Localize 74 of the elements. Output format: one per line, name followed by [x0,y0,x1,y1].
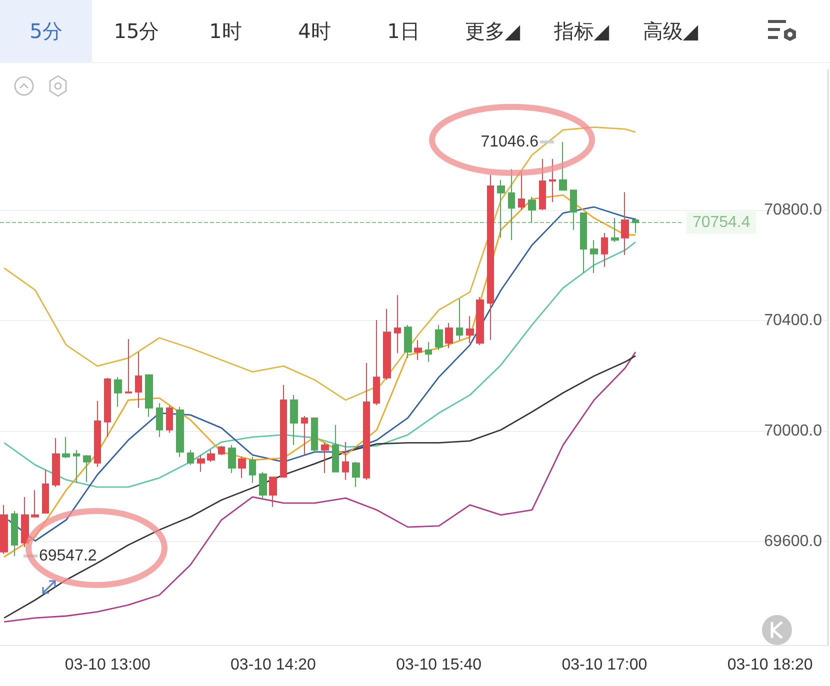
annotation: 71046.6 [480,133,539,150]
x-tick-label: 03-10 17:00 [562,656,648,674]
candlestick [218,445,225,456]
text: 5分 [0,0,92,62]
candlestick [373,319,380,406]
candlestick [42,469,49,514]
candlestick [352,461,360,488]
candlestick [290,394,298,446]
x-tick-label: 03-10 15:40 [396,656,482,674]
x-tick-label: 03-10 14:20 [230,656,316,674]
y-tick-label: 70400.0 [764,312,822,329]
candlestick [466,316,474,344]
candlestick [238,456,246,478]
candlestick [125,338,132,394]
candlestick [0,504,8,554]
candlestick [549,158,556,203]
x-tick-label: 03-10 18:20 [727,656,813,674]
candlestick [94,400,101,468]
candlestick [135,351,142,409]
candlestick [207,450,215,462]
candlestick [404,324,412,359]
candlestick [383,308,391,380]
candlestick [73,450,80,484]
text: 指标◢ [552,18,610,44]
ref-line-label: 70754.4 [692,214,750,232]
candlestick [52,437,60,488]
candlestick [259,471,267,501]
x-tick-label: 03-10 13:00 [64,656,150,674]
candlestick [187,450,194,466]
candlestick [21,496,29,548]
candlestick [145,374,153,418]
text: 更多◢ [464,18,522,44]
candlestick [301,416,308,456]
text: 1日 [386,18,421,44]
candlestick [435,324,443,351]
candlestick [487,174,494,341]
candlestick [104,377,111,438]
text: 15分 [112,18,160,44]
text: 高级◢ [642,18,700,44]
candlestick [156,402,163,438]
annotation: 69547.2 [38,548,97,565]
text: 1时 [208,18,243,44]
candlestick [249,456,256,484]
candlestick [31,490,39,518]
candlestick [11,510,18,557]
y-tick-label: 69600.0 [764,532,822,550]
candlestick [601,232,608,268]
candlestick [197,454,205,472]
candlestick [445,322,453,349]
y-tick-label: 70000.0 [764,422,822,440]
candlestick [363,362,370,480]
candlestick [476,296,484,346]
candlestick [394,294,401,354]
candlestick [83,454,91,483]
candlestick [342,442,349,480]
candlestick [590,240,598,274]
candlestick [176,406,184,458]
candlestick [539,158,546,211]
candlestick [269,476,277,508]
candlestick [332,424,339,472]
candlestick [414,340,422,360]
candlestick [166,405,173,434]
candlestick [280,384,287,478]
candlestick [621,192,629,256]
candlestick [228,444,236,474]
candlestick [456,298,463,341]
candlestick [321,442,329,474]
candlestick [425,342,432,362]
candlestick [559,141,567,191]
y-tick-label: 70800.0 [764,202,822,219]
candlestick [114,376,122,408]
candlestick [311,417,318,454]
text: 4时 [297,18,332,44]
candlestick [62,436,70,459]
